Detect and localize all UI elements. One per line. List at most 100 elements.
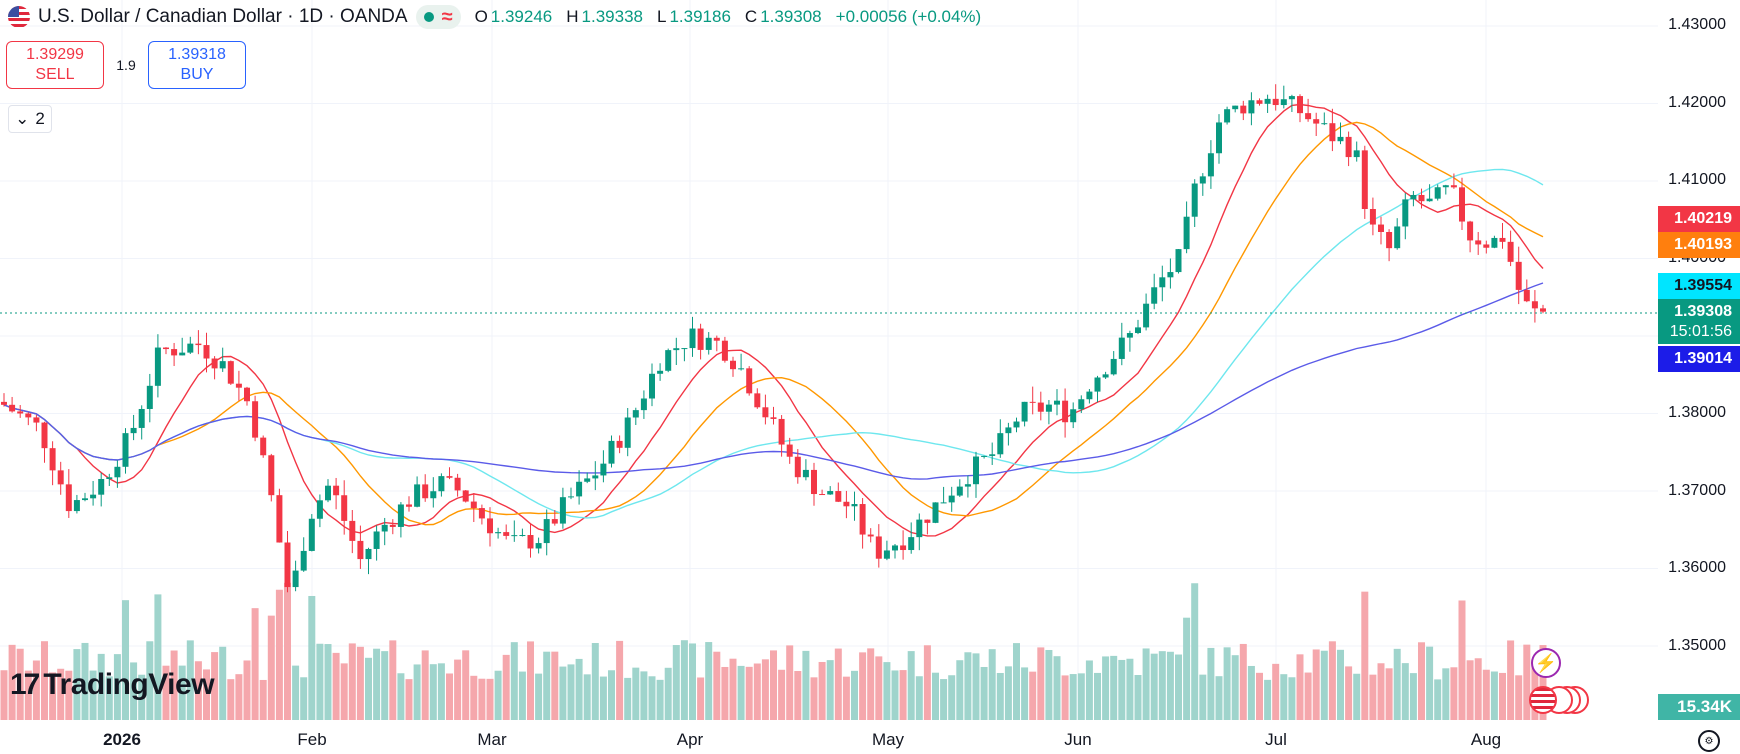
candle-body — [478, 508, 485, 519]
lightning-icon[interactable]: ⚡ — [1531, 648, 1561, 678]
candle-body — [1272, 98, 1279, 106]
volume-bar — [1085, 660, 1093, 720]
candle-body — [341, 495, 348, 521]
volume-bar — [146, 641, 154, 720]
buy-button[interactable]: 1.39318 BUY — [148, 41, 246, 89]
volume-bar — [964, 652, 972, 720]
settings-gear-icon[interactable]: ⚙ — [1698, 730, 1720, 752]
volume-bar — [211, 652, 219, 720]
volume-bar — [162, 665, 170, 720]
volume-bar — [527, 641, 534, 720]
volume-bar — [446, 673, 453, 720]
volume-bar — [292, 665, 300, 720]
candle-body — [495, 532, 502, 534]
time-tick: Apr — [676, 730, 704, 749]
volume-bar — [996, 672, 1004, 720]
volume-bar — [859, 652, 867, 720]
candle-body — [843, 501, 850, 507]
candle-body — [179, 352, 186, 356]
candle-body — [260, 437, 267, 456]
volume-bar — [470, 675, 478, 720]
candle-body — [25, 413, 32, 418]
volume-bar — [567, 664, 575, 720]
candle-body — [1499, 237, 1506, 242]
candle-body — [389, 524, 396, 527]
volume-bar — [510, 642, 518, 720]
volume-bar — [1337, 649, 1344, 720]
candle-body — [819, 494, 826, 496]
candle-body — [73, 500, 80, 512]
price-tick: 1.36000 — [1668, 559, 1726, 576]
time-tick: May — [871, 730, 905, 749]
volume-bar — [705, 642, 713, 720]
candle-body — [211, 358, 218, 369]
volume-bar — [502, 654, 510, 720]
volume-bar — [332, 652, 340, 720]
candle-body — [1151, 287, 1158, 304]
volume-bar — [697, 677, 705, 720]
candle-body — [1418, 194, 1425, 202]
candle-body — [1054, 400, 1060, 405]
volume-bar — [834, 648, 842, 720]
volume-label: 15.34K — [1658, 694, 1740, 720]
market-status-pill[interactable]: ≈ — [415, 5, 461, 29]
economic-events[interactable] — [1529, 686, 1589, 716]
candle-body — [1410, 194, 1417, 200]
volume-bar — [794, 671, 802, 720]
volume-bar — [1175, 654, 1182, 720]
sell-price: 1.39299 — [26, 46, 84, 63]
volume-bar — [648, 676, 656, 720]
volume-bar — [259, 679, 267, 720]
candle-body — [316, 500, 323, 519]
tradingview-logo[interactable]: 17 TradingView — [10, 668, 215, 702]
candle-body — [900, 545, 907, 551]
candle-body — [989, 454, 996, 456]
volume-bar — [324, 644, 332, 720]
volume-bar — [624, 677, 632, 720]
wave-icon: ≈ — [441, 6, 453, 28]
volume-bar — [1458, 600, 1466, 720]
candle-body — [924, 519, 931, 523]
volume-bar — [1369, 674, 1377, 720]
volume-bar — [494, 670, 502, 720]
candle-body — [487, 518, 493, 534]
volume-bar — [802, 650, 810, 720]
candle-body — [138, 408, 145, 428]
volume-bar — [1434, 679, 1442, 720]
volume-bar — [243, 660, 251, 720]
volume-bar — [1061, 675, 1069, 720]
candle-body — [964, 484, 971, 487]
volume-bar — [810, 677, 818, 720]
candle-body — [171, 349, 178, 356]
volume-bar — [1094, 672, 1101, 720]
volume-bar — [97, 653, 105, 720]
indicators-toggle[interactable]: ⌄ 2 — [8, 105, 52, 133]
volume-bar — [616, 640, 624, 720]
candle-body — [1378, 224, 1384, 232]
moving-average-line — [3, 121, 1544, 526]
candle-body — [17, 411, 24, 414]
volume-bar — [1507, 640, 1515, 720]
volume-bar — [1013, 643, 1020, 720]
candle-body — [1216, 122, 1222, 154]
candle-body — [333, 485, 340, 496]
symbol-title[interactable]: U.S. Dollar / Canadian Dollar · 1D · OAN… — [38, 6, 408, 27]
candle-body — [235, 383, 242, 388]
candle-body — [892, 545, 898, 551]
sell-button[interactable]: 1.39299 SELL — [6, 41, 104, 89]
candle-body — [1345, 136, 1352, 158]
volume-bar — [194, 661, 202, 720]
volume-bar — [389, 640, 397, 720]
candle-body — [746, 368, 753, 394]
candle-body — [1248, 100, 1255, 114]
volume-bar — [356, 646, 364, 720]
candle-body — [511, 535, 518, 537]
chevron-down-icon: ⌄ — [15, 109, 30, 128]
volume-bar — [1029, 671, 1037, 720]
candle-body — [705, 337, 712, 350]
volume-bar — [1166, 651, 1174, 720]
candle-body — [33, 417, 40, 423]
us-flag-icon[interactable] — [1529, 686, 1557, 714]
volume-bar — [535, 673, 543, 720]
